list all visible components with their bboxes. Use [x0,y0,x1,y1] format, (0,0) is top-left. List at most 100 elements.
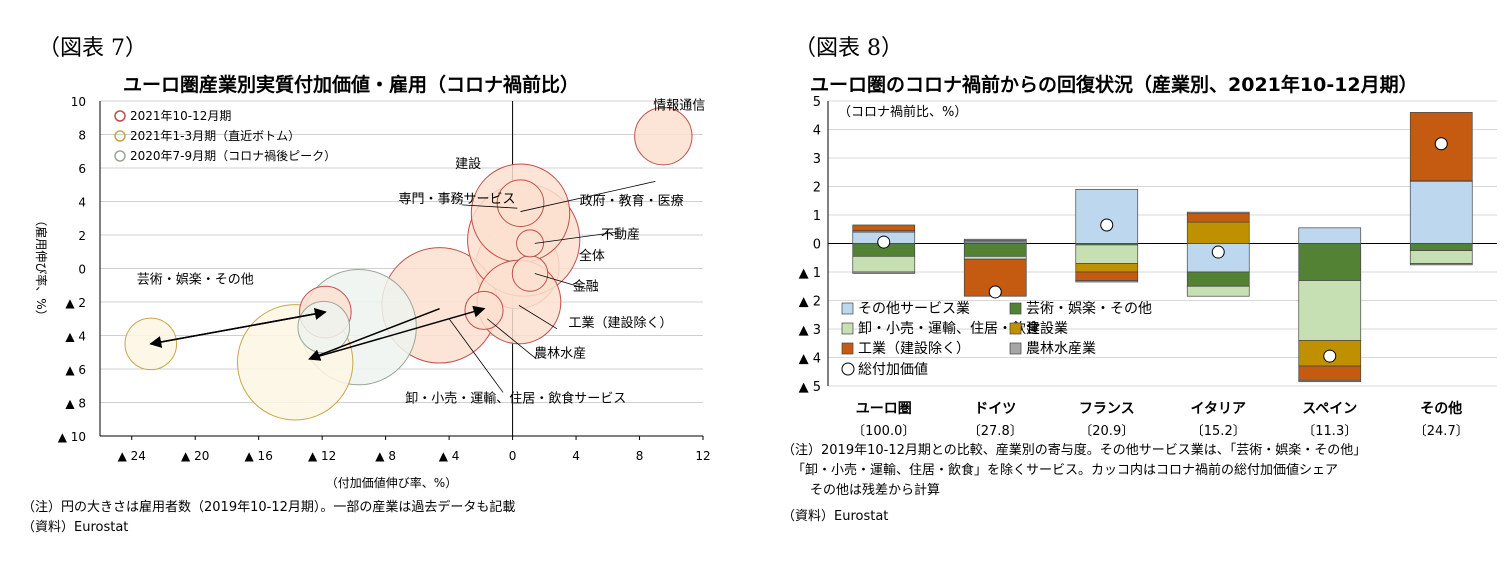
legend-marker-q3_2020 [114,150,126,162]
x-tick-label: ▲ 16 [245,449,273,463]
bar-segment-agri [1075,280,1139,283]
x-tick-label: ▲ 24 [118,449,146,463]
bar-segment-trade [963,255,1027,260]
category-share-label: 〔15.2〕 [1191,424,1246,439]
bubble-q3_2020 [297,300,351,354]
legend-swatch-arts [1009,302,1022,315]
stacked-bar-chart: 5 4 3 2 1 0 ▲ 1 ▲ 2 ▲ 3 ▲ 4 ▲ 5 （コロナ禍前比、%） ユーロ圏〔100.… [799,95,1497,439]
bubble-q4_2021 [511,255,549,292]
category-label: イタリア [1191,401,1246,417]
category-share-label: 〔20.9〕 [1079,424,1134,439]
y-tick-label: ▲ 1 [799,266,821,281]
legend-label-total: 総付加価値 [858,362,928,378]
x-tick-label: ▲ 8 [375,449,396,463]
bar-segment-arts [963,243,1027,257]
bar-segment-industry [852,224,916,232]
category-label: ドイツ [974,401,1016,417]
legend-label-q4_2021: 2021年10-12月期 [130,109,231,123]
legend-label-construction: 建設業 [1026,321,1068,337]
bar-segment-industry [1186,213,1250,223]
y-tick-label: 4 [78,196,86,210]
legend-label-q3_2020: 2020年7-9月期（コロナ禍後ピーク） [130,148,336,163]
legend-marker-q4_2021 [114,110,126,122]
label-leader-line [534,273,586,289]
legend-label-industry: 工業（建設除く） [858,341,970,357]
legend-swatch-trade [841,322,854,335]
bubble-annotation: 金融 [573,278,599,294]
x-tick-label: 0 [509,449,517,463]
bar-segment-trade [1186,285,1250,297]
bar-segment-agri [1298,379,1362,383]
y-tick-label: 10 [71,95,86,109]
legend-swatch-agri [1009,342,1022,355]
bar-segment-industry [1298,365,1362,381]
y-tick-label: 0 [813,238,821,253]
figure-7-title: ユーロ圏産業別実質付加価値・雇用（コロナ禍前比） [123,74,580,96]
bar-segment-arts [1186,271,1250,287]
bubble-annotation: 農林水産 [534,345,586,361]
legend-swatch-industry [841,342,854,355]
total-marker [1323,349,1337,363]
trajectory-arrow [309,305,486,360]
total-marker [1211,245,1225,259]
category-share-label: 〔11.3〕 [1302,424,1357,439]
bar-segment-agri [1409,263,1473,266]
legend-label-agri: 農林水産業 [1026,341,1096,357]
label-leader-line [520,181,656,212]
bubble-annotation: 建設 [455,156,481,172]
bar-segment-arts [1298,243,1362,281]
bubble-q4_2021 [464,290,504,330]
y-tick-label: 6 [78,162,86,176]
trajectory-arrow [149,311,326,348]
y-tick-label: 5 [813,95,821,110]
category-share-label: 〔27.8〕 [968,424,1023,439]
bubble-annotation: 全体 [579,248,605,264]
bar-segment-other_services [1298,227,1362,244]
bar-segment-construction [1075,263,1139,273]
figure-8-label: （図表 8） [794,36,903,61]
y-axis-title: （雇用伸び率、%） [34,214,49,321]
legend-swatch-construction [1009,322,1022,335]
x-tick-label: 8 [636,449,644,463]
y-tick-label: ▲ 4 [65,330,86,344]
bar-segment-trade [852,255,916,273]
y-tick-label: 1 [813,209,821,224]
y-tick-label: ▲ 2 [65,296,86,310]
legend-label-trade: 卸・小売・運輸、住居・飲食 [858,320,1040,337]
legend-label-q1_2021: 2021年1-3月期（直近ボトム） [130,129,300,143]
y-tick-label: ▲ 10 [58,430,86,444]
total-marker [1434,137,1448,151]
bubble-annotation: 卸・小売・運輸、住居・飲食サービス [405,391,626,407]
figure-7-panel: （図表 7） ユーロ圏産業別実質付加価値・雇用（コロナ禍前比） 10 8 6 4 2 0 ▲… [22,36,711,535]
x-tick-label: ▲ 12 [308,449,336,463]
figure-8-note-3: その他は残差から計算 [810,483,941,498]
figure-7-note: （注）円の大きさは雇用者数（2019年10-12月期）。一部の産業は過去データも… [22,500,516,515]
label-leader-line [486,318,537,360]
bar-segment-agri [852,271,916,274]
bubble-annotation: 政府・教育・医療 [580,193,684,209]
y-tick-label: 0 [78,263,86,277]
bar-segment-other_services [1409,180,1473,244]
bubble-q4_2021 [634,106,693,166]
x-tick-label: ▲ 4 [439,449,460,463]
legend-marker-total [841,362,855,376]
bar-segment-trade [1075,244,1139,264]
y-tick-label: ▲ 4 [799,352,821,367]
bubble-annotation: 専門・事務サービス [399,192,516,207]
label-leader-line [518,305,558,330]
bar-segment-construction [1186,221,1250,244]
x-axis-title: （付加価値伸び率、%） [326,475,457,490]
bubble-annotation: 情報通信 [653,98,705,113]
category-share-label: 〔24.7〕 [1414,424,1469,439]
figure-8-note-1: （注）2019年10-12月期との比較、産業別の寄与度。その他サービス業は、「芸… [782,443,1367,458]
legend-marker-q1_2021 [114,130,126,142]
label-leader-line [448,318,504,393]
total-marker [877,235,891,249]
legend-label-arts: 芸術・娯楽・その他 [1026,301,1152,317]
bubble-q4_2021 [496,179,545,228]
bar-segment-industry [1075,271,1139,281]
y-tick-label: ▲ 5 [799,380,821,395]
bar-segment-arts [1409,243,1473,251]
category-label: スペイン [1302,401,1357,417]
y-tick-label: 2 [813,181,821,196]
